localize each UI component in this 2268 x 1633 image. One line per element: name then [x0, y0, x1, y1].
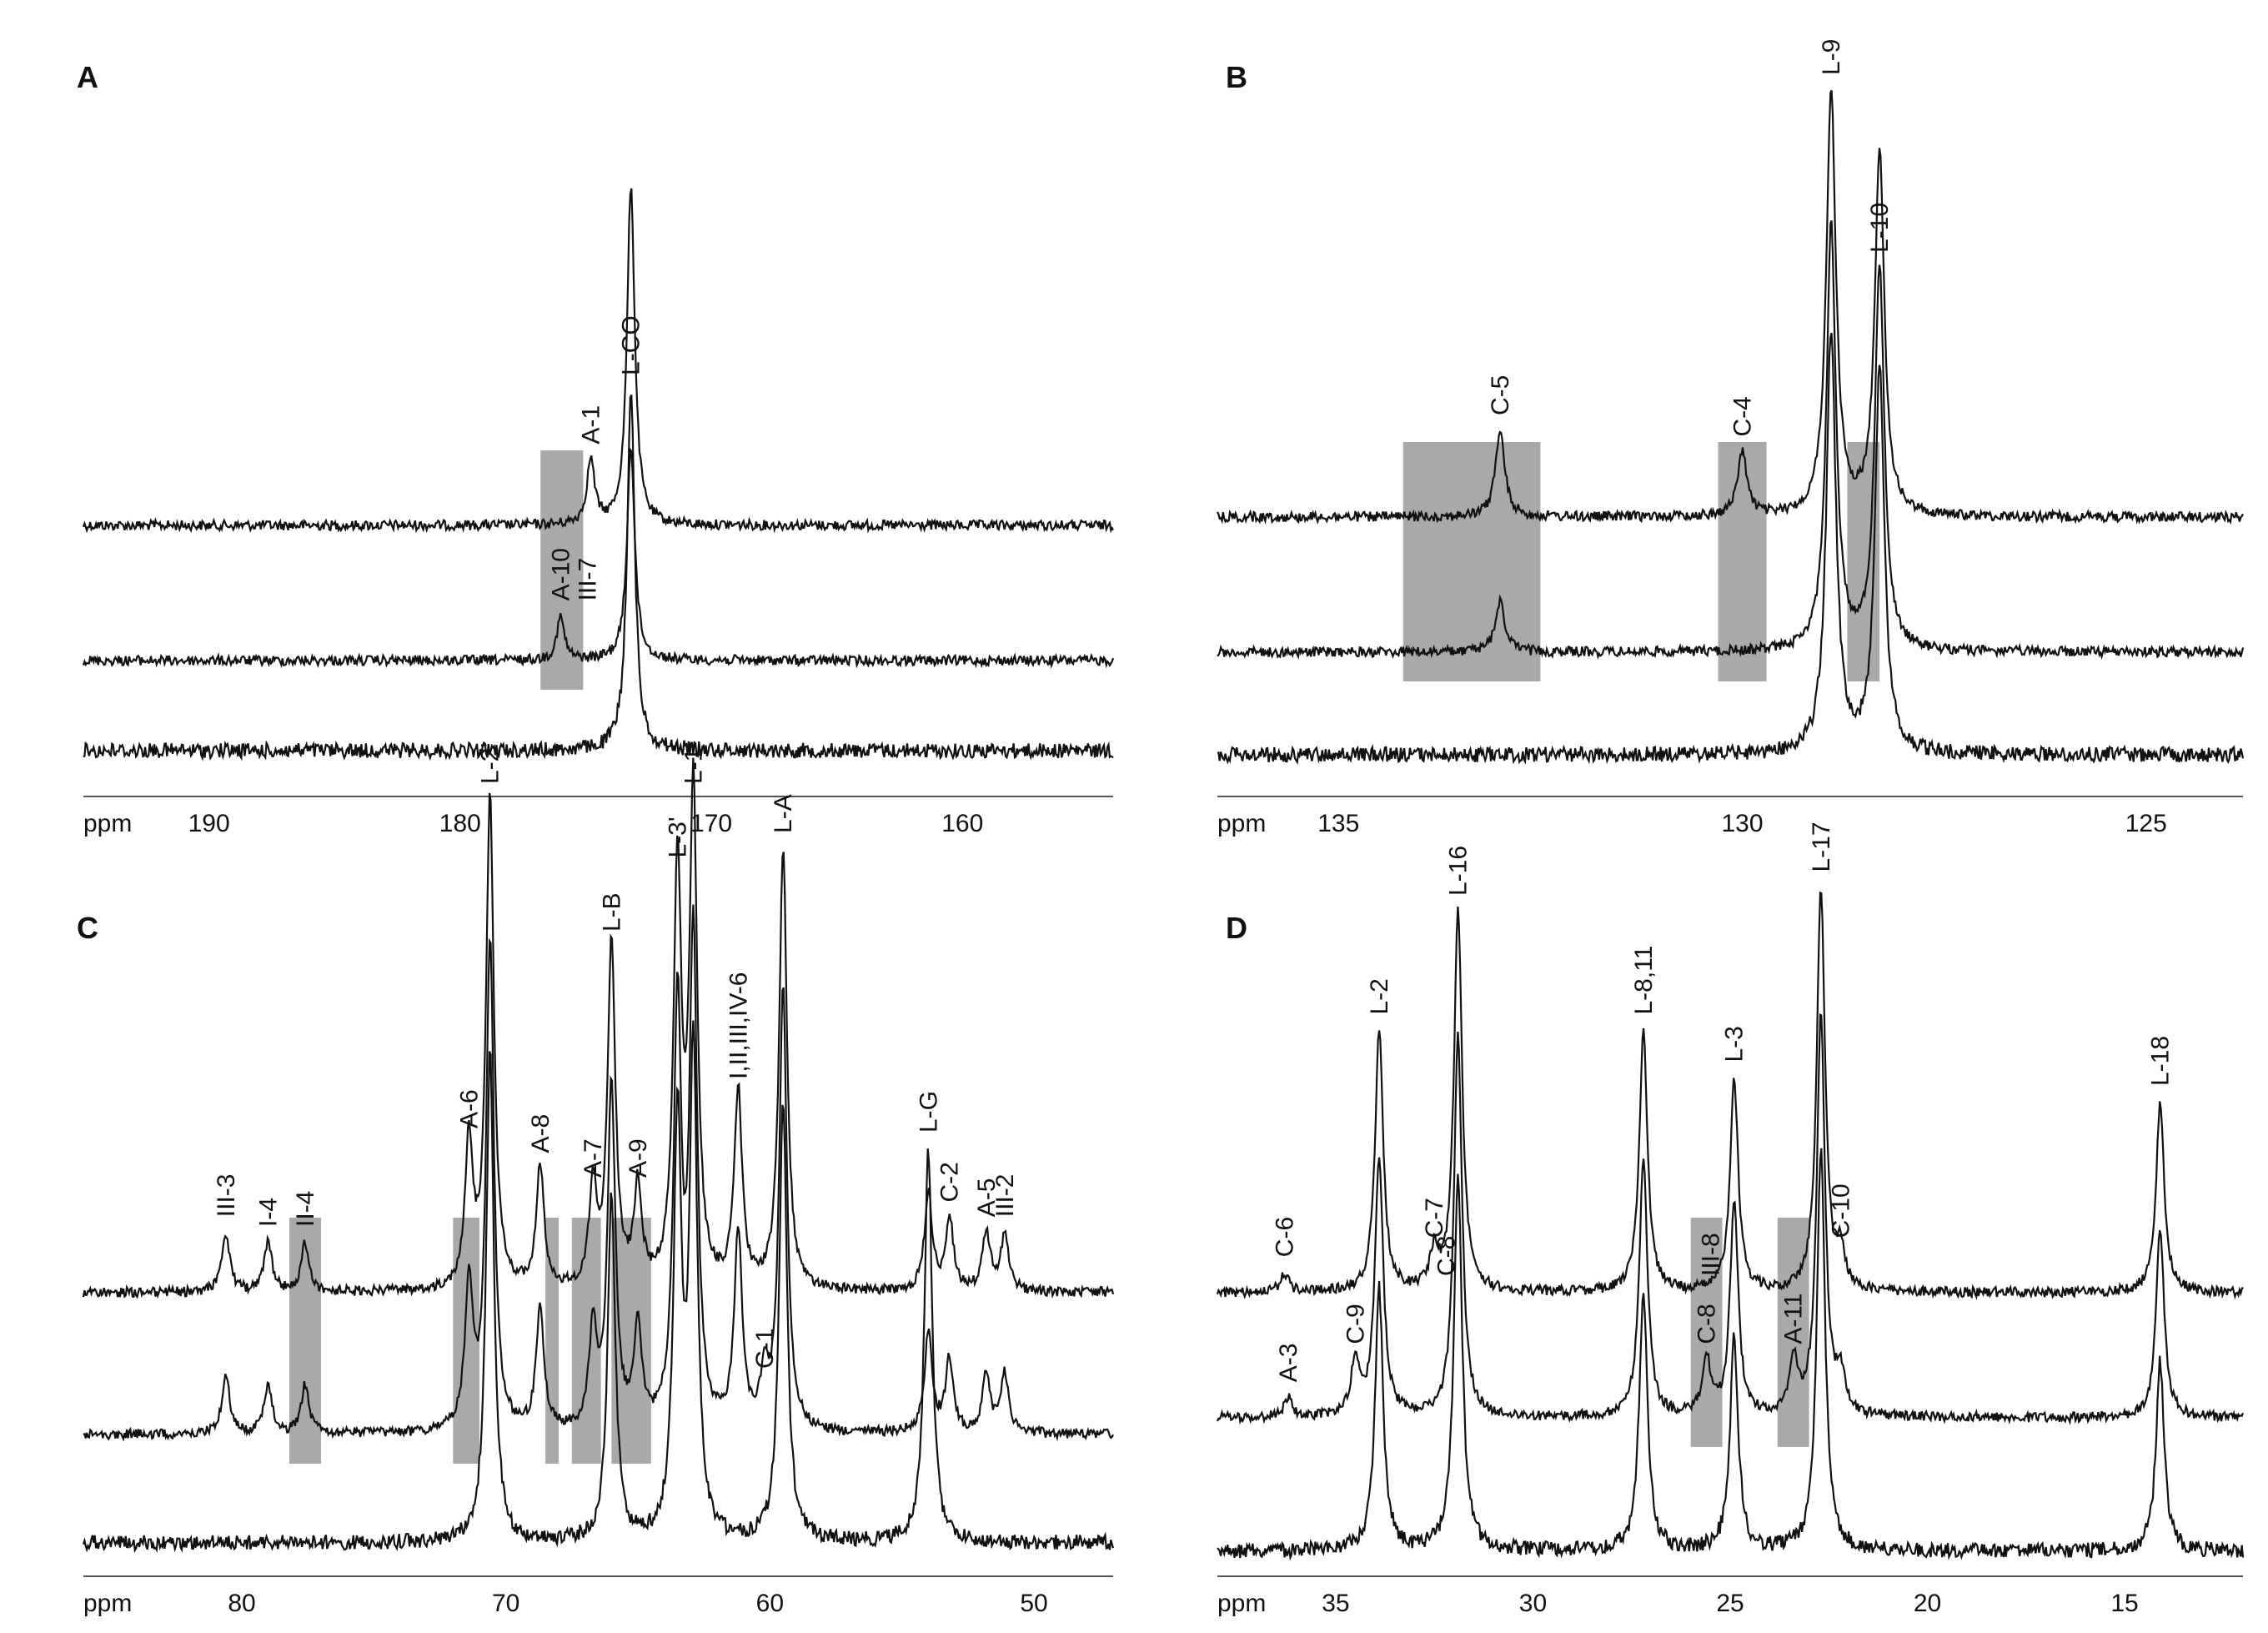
peak-label: C-10 — [1827, 1183, 1854, 1238]
peak-label: L-17 — [1808, 822, 1835, 872]
spectrum-trace-2 — [83, 904, 1114, 1442]
peak-label: A-8 — [527, 1114, 554, 1153]
x-tick-label: 130 — [1721, 810, 1763, 837]
x-tick-label: 125 — [2125, 810, 2167, 837]
peak-label: L-2' — [477, 743, 504, 784]
x-tick-label: 135 — [1317, 810, 1359, 837]
x-tick-label: 170 — [690, 810, 732, 837]
peak-label: A-6 — [455, 1089, 483, 1128]
peak-label: III-2 — [991, 1174, 1019, 1218]
peak-label: C-1 — [751, 1329, 779, 1369]
shaded-region — [540, 450, 584, 690]
shaded-region — [1402, 442, 1541, 681]
peak-label: L-2 — [1366, 978, 1393, 1014]
shaded-region — [571, 1218, 601, 1464]
peak-label: A-10 — [547, 548, 575, 600]
spectrum-trace-2 — [1216, 1012, 2245, 1426]
spectrum-trace-2 — [82, 447, 1115, 669]
spectrum-trace-1 — [1216, 891, 2244, 1300]
peak-label: A-1 — [577, 405, 605, 445]
x-tick-label: 70 — [492, 1590, 519, 1617]
peak-label: III-3 — [213, 1174, 240, 1218]
peak-label: L-16 — [1445, 846, 1473, 896]
peak-label: C-8 — [1433, 1236, 1460, 1276]
shaded-region — [453, 1218, 479, 1464]
peak-label: C-6 — [1271, 1217, 1298, 1257]
panel-letter: C — [77, 911, 98, 945]
x-tick-label: 180 — [439, 810, 481, 837]
shaded-region — [1718, 442, 1767, 681]
x-tick-label: 80 — [228, 1590, 255, 1617]
x-tick-label: 30 — [1519, 1590, 1547, 1617]
x-tick-label: 20 — [1914, 1590, 1941, 1617]
spectrum-trace-2 — [1217, 220, 2245, 660]
x-tick-label: 25 — [1716, 1590, 1744, 1617]
peak-label: L-B — [598, 892, 625, 932]
peak-label: L-A — [770, 794, 797, 833]
peak-label: L-18 — [2147, 1036, 2175, 1086]
spectrum-trace-1 — [82, 757, 1115, 1299]
x-tick-label: 160 — [941, 810, 983, 837]
shaded-region — [1690, 1218, 1723, 1447]
peak-label: C-4 — [1729, 396, 1757, 436]
x-tick-label: 190 — [188, 810, 230, 837]
x-axis-label: ppm — [83, 1590, 132, 1617]
peak-label: L-G — [915, 1091, 942, 1133]
spectrum-trace-3 — [1217, 1148, 2245, 1561]
x-axis-label: ppm — [1217, 1590, 1266, 1617]
peak-label: C-2 — [936, 1162, 964, 1202]
peak-label: A-7 — [580, 1138, 607, 1178]
peak-label: C-7 — [1421, 1198, 1448, 1238]
peak-label: A-9 — [625, 1138, 652, 1178]
peak-label: II-4 — [292, 1191, 319, 1227]
panel-letter: D — [1226, 911, 1247, 945]
spectrum-trace-3 — [83, 394, 1114, 761]
spectrum-trace-3 — [1217, 333, 2245, 765]
peak-label: I-4 — [255, 1198, 283, 1227]
x-tick-label: 50 — [1020, 1590, 1047, 1617]
peak-label: L-8,11 — [1630, 946, 1658, 1015]
peak-label: I,II,III,IV-6 — [725, 972, 752, 1079]
panel-letter: A — [77, 60, 98, 94]
shaded-region — [1847, 442, 1880, 681]
peak-label: A-5 — [973, 1178, 1001, 1218]
peak-label: L-1' — [680, 743, 708, 784]
shaded-region — [289, 1218, 321, 1464]
peak-label: C-8 — [1693, 1304, 1721, 1344]
peak-label: III-8 — [1697, 1233, 1724, 1276]
x-axis-label: ppm — [83, 810, 132, 837]
panel-letter: B — [1226, 60, 1247, 94]
peak-label: L-3 — [1721, 1026, 1749, 1062]
spectrum-trace-3 — [82, 1020, 1115, 1553]
x-tick-label: 35 — [1322, 1590, 1349, 1617]
spectrum-trace-1 — [82, 188, 1114, 534]
x-tick-label: 60 — [756, 1590, 784, 1617]
peak-label: L-10 — [1866, 203, 1894, 253]
peak-label: C-9 — [1342, 1304, 1370, 1344]
peak-label: L-CO — [618, 315, 645, 375]
x-axis-label: ppm — [1217, 810, 1266, 837]
peak-label: L-9 — [1818, 39, 1845, 75]
x-tick-label: 15 — [2110, 1590, 2138, 1617]
spectrum-trace-1 — [1217, 89, 2244, 525]
peak-label: III-7 — [574, 558, 601, 601]
peak-label: A-3 — [1275, 1344, 1302, 1383]
peak-label: A-11 — [1780, 1293, 1808, 1344]
peak-label: C-5 — [1487, 375, 1514, 415]
peak-label: L-3' — [665, 816, 692, 857]
